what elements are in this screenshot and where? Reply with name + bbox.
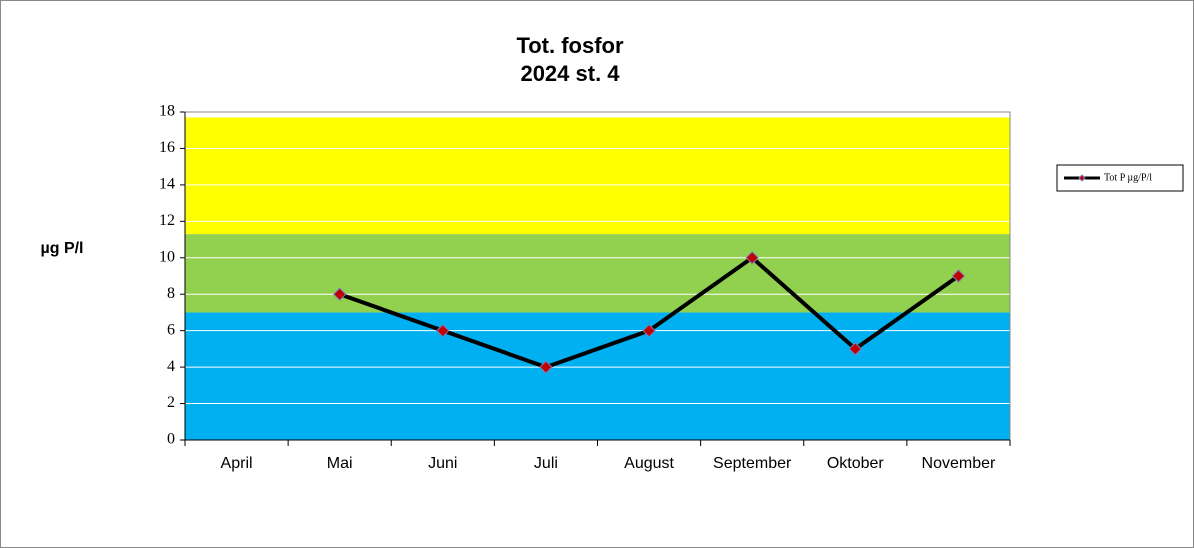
data-point bbox=[745, 251, 759, 265]
x-tick-label: Mai bbox=[327, 455, 353, 472]
y-axis-label: µg P/l bbox=[41, 240, 84, 257]
zone-band bbox=[185, 117, 1010, 235]
x-tick-label: August bbox=[624, 455, 674, 472]
y-tick-label: 12 bbox=[159, 212, 175, 229]
y-tick-label: 10 bbox=[159, 248, 175, 265]
y-tick-label: 14 bbox=[159, 176, 175, 193]
y-tick-label: 16 bbox=[159, 139, 175, 156]
x-tick-label: Oktober bbox=[827, 455, 885, 472]
x-tick-label: April bbox=[221, 455, 253, 472]
x-tick-label: Juli bbox=[534, 455, 558, 472]
y-tick-label: 0 bbox=[167, 431, 175, 448]
data-point bbox=[436, 323, 450, 338]
y-tick-label: 6 bbox=[167, 321, 175, 338]
data-point bbox=[848, 342, 863, 356]
legend-marker bbox=[1078, 174, 1086, 182]
data-point bbox=[332, 287, 347, 301]
y-tick-label: 2 bbox=[167, 394, 175, 411]
data-point bbox=[642, 323, 656, 338]
y-tick-label: 8 bbox=[167, 285, 175, 302]
x-tick-label: September bbox=[713, 455, 792, 472]
y-tick-label: 18 bbox=[159, 103, 175, 120]
zone-band bbox=[185, 312, 1010, 440]
data-point bbox=[539, 360, 553, 374]
zone-band bbox=[185, 234, 1010, 313]
chart-title: Tot. fosfor bbox=[516, 33, 624, 58]
x-tick-label: Juni bbox=[428, 455, 457, 472]
x-tick-label: November bbox=[922, 455, 996, 472]
y-tick-label: 4 bbox=[167, 358, 175, 375]
chart-subtitle: 2024 st. 4 bbox=[520, 61, 620, 86]
legend-label: Tot P µg/P/l bbox=[1104, 172, 1152, 183]
data-point bbox=[951, 269, 966, 283]
